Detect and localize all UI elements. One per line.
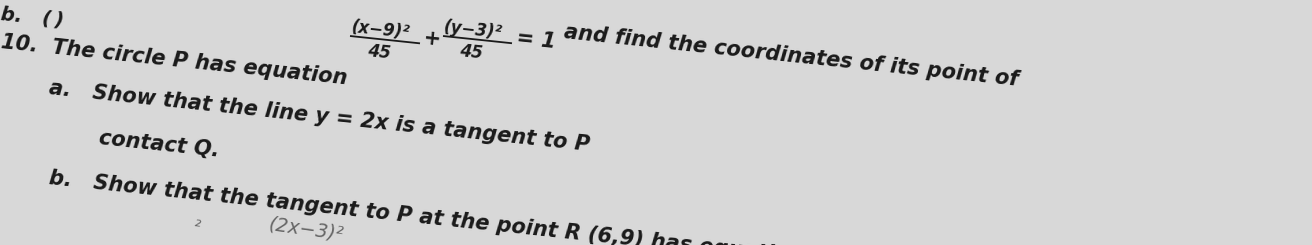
- Text: (2x−3)²: (2x−3)²: [268, 215, 345, 244]
- Text: (x−9)²: (x−9)²: [350, 18, 411, 42]
- Text: ²: ²: [193, 218, 202, 237]
- Text: b.   Show that the tangent to P at the point R (6,9) has equation x − 2y + 12 = : b. Show that the tangent to P at the poi…: [49, 168, 992, 245]
- Text: 45: 45: [458, 42, 483, 62]
- Text: 45: 45: [366, 42, 391, 62]
- Text: (y−3)²: (y−3)²: [443, 18, 504, 42]
- Text: contact Q.: contact Q.: [98, 128, 220, 160]
- Text: and find the coordinates of its point of: and find the coordinates of its point of: [563, 22, 1019, 90]
- Text: 10.  The circle P has equation: 10. The circle P has equation: [0, 32, 348, 88]
- Text: = 1: = 1: [516, 28, 558, 52]
- Text: a.   Show that the line y = 2x is a tangent to P: a. Show that the line y = 2x is a tangen…: [49, 78, 590, 155]
- Text: b.   ( ): b. ( ): [0, 5, 64, 31]
- Text: +: +: [422, 28, 441, 50]
